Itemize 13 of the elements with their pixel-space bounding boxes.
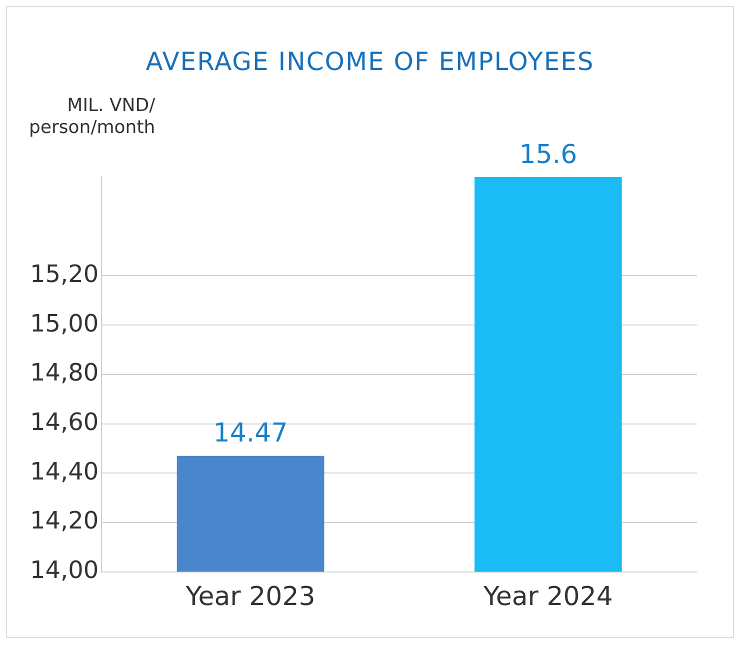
y-tick-label: 14,20 [30,506,99,535]
data-label: 14.47 [213,418,288,449]
data-label: 15.6 [519,140,578,170]
x-tick-label: Year 2024 [482,582,613,612]
y-tick-label: 14,40 [30,457,99,486]
y-tick-label: 14,60 [30,408,99,436]
x-tick-label: Year 2023 [184,582,316,612]
y-tick-label: 15,00 [30,309,99,338]
y-axis-title: MIL. VND/ person/month [29,95,156,139]
y-tick-label: 14,00 [30,556,99,584]
y-tick-label: 14,80 [30,358,99,387]
y-tick-label: 15,20 [30,260,99,288]
chart-title: AVERAGE INCOME OF EMPLOYEES [144,47,596,76]
